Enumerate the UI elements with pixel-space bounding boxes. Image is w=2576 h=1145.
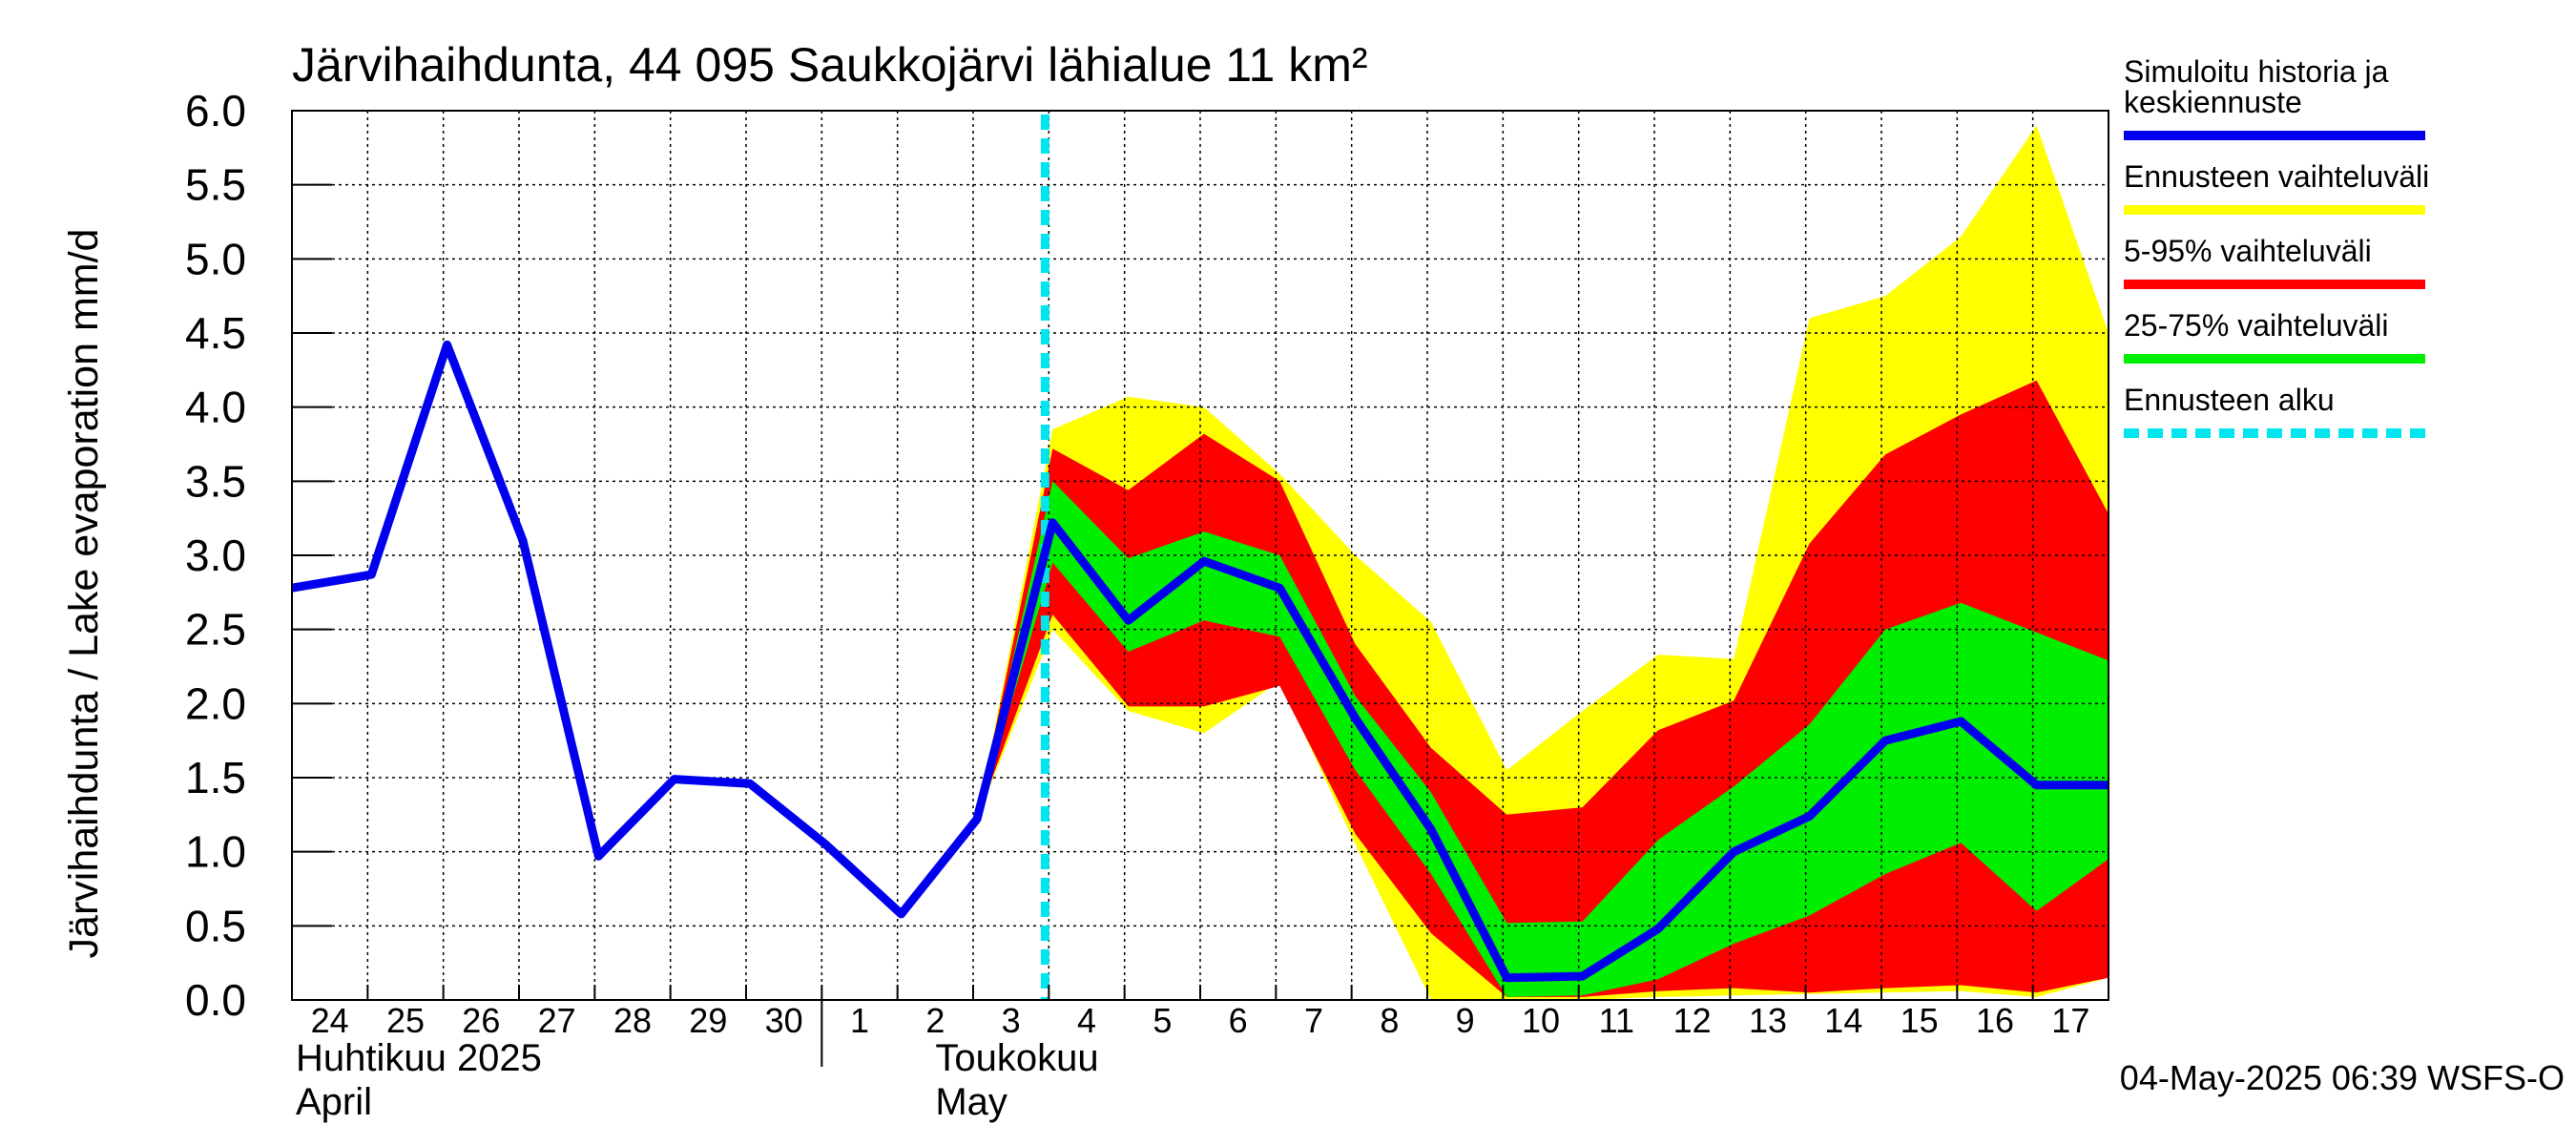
median-layer [291,340,2109,983]
x-tick-label: 6 [1229,1001,1248,1040]
legend-label: Ennusteen vaihteluväli [2124,159,2429,194]
x-tick-label: 8 [1380,1001,1399,1040]
y-tick-label: 4.0 [185,383,246,432]
y-tick-label: 1.0 [185,827,246,877]
month-label-en: April [296,1081,372,1123]
x-tick-label: 5 [1153,1001,1172,1040]
x-tick-label: 12 [1673,1001,1712,1040]
x-tick-label: 26 [462,1001,500,1040]
x-tick-label: 29 [689,1001,727,1040]
x-tick-label: 30 [765,1001,803,1040]
x-tick-label: 2 [925,1001,945,1040]
y-tick-label: 3.0 [185,531,246,580]
x-tick-label: 9 [1456,1001,1475,1040]
y-tick-label: 6.0 [185,86,246,135]
x-tick-label: 24 [311,1001,349,1040]
x-tick-label: 27 [538,1001,576,1040]
x-tick-label: 13 [1749,1001,1787,1040]
y-tick-label: 1.5 [185,753,246,802]
x-tick-label: 4 [1077,1001,1096,1040]
legend-label: Simuloitu historia ja [2124,54,2389,89]
x-tick-label: 10 [1522,1001,1560,1040]
month-label-en: May [935,1081,1008,1123]
band-p25_75 [977,481,2109,997]
x-tick-label: 11 [1599,1001,1634,1040]
y-tick-label: 3.5 [185,456,246,506]
y-ticks: 0.0 0.5 1.0 1.5 2.0 2.5 3.0 3.5 4.0 4.5 5.0 5.5 6.0 [185,86,332,1025]
legend-label: 5-95% vaihteluväli [2124,234,2372,268]
y-tick-label: 2.5 [185,605,246,655]
y-tick-label: 5.5 [185,160,246,210]
y-tick-label: 2.0 [185,678,246,728]
footer-timestamp: 04-May-2025 06:39 WSFS-O [2120,1058,2565,1097]
x-tick-label: 3 [1002,1001,1021,1040]
median-line [291,340,2109,983]
y-tick-label: 0.0 [185,975,246,1025]
x-tick-label: 28 [613,1001,652,1040]
x-tick-label: 14 [1824,1001,1862,1040]
legend-label: Ennusteen alku [2124,383,2335,417]
y-axis-label: Järvihaihdunta / Lake evaporation mm/d [61,229,107,959]
x-tick-label: 17 [2051,1001,2089,1040]
x-tick-label: 16 [1976,1001,2014,1040]
band-layer [977,125,2109,1000]
gridlines [292,110,2109,1001]
legend-label: keskiennuste [2124,85,2302,119]
x-ticks: 24 25 26 27 28 29 30 1 2 3 4 5 6 7 8 9 10 11 12 13 14 15 16 17 [291,985,2089,1067]
x-tick-label: 1 [850,1001,869,1040]
x-tick-label: 7 [1304,1001,1323,1040]
chart-title: Järvihaihdunta, 44 095 Saukkojärvi lähia… [292,38,1368,92]
y-tick-label: 0.5 [185,901,246,950]
y-tick-label: 4.5 [185,308,246,358]
month-label: Huhtikuu 2025 [296,1037,542,1079]
month-label: Toukokuu [935,1037,1098,1079]
x-tick-label: 25 [386,1001,425,1040]
legend-label: 25-75% vaihteluväli [2124,308,2389,343]
x-tick-label: 15 [1901,1001,1939,1040]
y-tick-label: 5.0 [185,234,246,283]
